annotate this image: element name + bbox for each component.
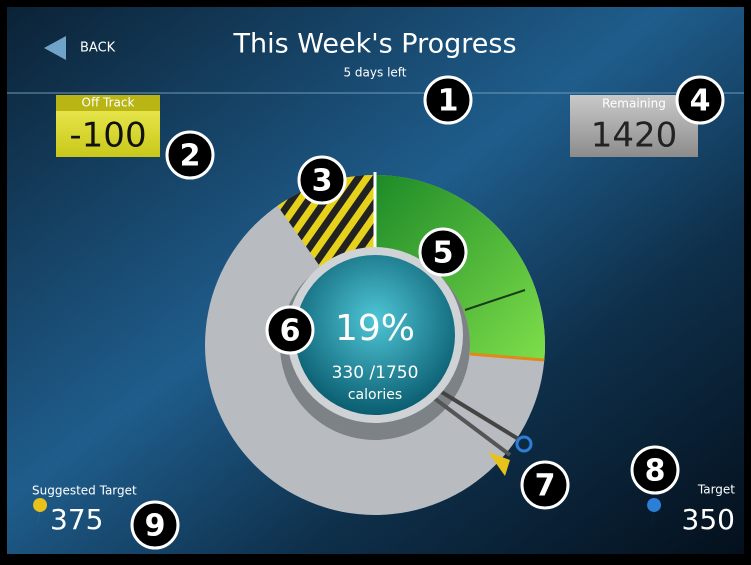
status-card: Off Track -100 [56,95,160,157]
page-subtitle: 5 days left [343,66,406,80]
status-value: -100 [69,116,146,156]
screen: BACK This Week's Progress 5 days left Of… [0,0,751,561]
suggested-value: 375 [50,503,103,536]
callout-number: 8 [645,454,666,489]
calorie-amount: 330 /1750 [332,363,419,383]
remaining-label: Remaining [602,97,666,111]
callout-number: 6 [280,314,301,349]
remaining-value: 1420 [591,116,678,156]
callout-number: 1 [438,84,459,119]
callout-number: 7 [535,469,556,504]
callout-number: 3 [312,164,333,199]
status-label: Off Track [82,96,135,110]
suggested-label: Suggested Target [32,484,137,498]
target-label: Target [697,483,735,497]
calorie-unit: calories [348,387,402,403]
callout-number: 5 [433,236,454,271]
callout-number: 4 [690,84,711,119]
percent: 19% [335,308,415,349]
page-title: This Week's Progress [232,29,516,60]
callout-number: 2 [180,139,201,174]
back-label: BACK [80,41,116,56]
target-value: 350 [682,503,735,536]
callout-number: 9 [145,509,166,544]
